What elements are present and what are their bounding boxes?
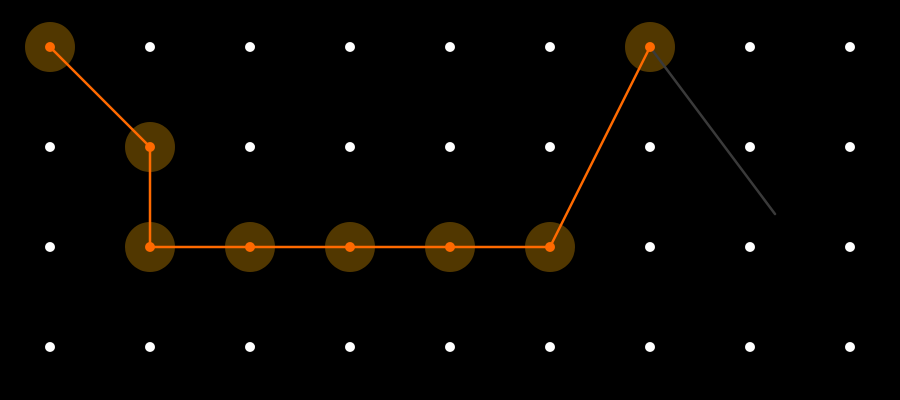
pattern-node-selected[interactable] <box>445 242 455 252</box>
pattern-node[interactable] <box>45 342 55 352</box>
pattern-node[interactable] <box>745 242 755 252</box>
pattern-node[interactable] <box>745 342 755 352</box>
pattern-node[interactable] <box>645 142 655 152</box>
pattern-node[interactable] <box>245 42 255 52</box>
pattern-node[interactable] <box>845 142 855 152</box>
pattern-node[interactable] <box>245 342 255 352</box>
pattern-node-dots[interactable] <box>45 42 855 352</box>
pattern-node[interactable] <box>145 42 155 52</box>
pattern-node[interactable] <box>45 142 55 152</box>
pattern-node[interactable] <box>445 342 455 352</box>
pattern-node[interactable] <box>445 42 455 52</box>
pattern-node-selected[interactable] <box>45 42 55 52</box>
pattern-node[interactable] <box>745 142 755 152</box>
drag-indicator <box>648 45 777 216</box>
pattern-node-selected[interactable] <box>545 242 555 252</box>
pattern-node-selected[interactable] <box>345 242 355 252</box>
pattern-node[interactable] <box>345 142 355 152</box>
pattern-node[interactable] <box>845 342 855 352</box>
pattern-node[interactable] <box>245 142 255 152</box>
pattern-node[interactable] <box>345 42 355 52</box>
pattern-node[interactable] <box>45 242 55 252</box>
pattern-node[interactable] <box>545 142 555 152</box>
pattern-node[interactable] <box>345 342 355 352</box>
pattern-node[interactable] <box>445 142 455 152</box>
pattern-node[interactable] <box>745 42 755 52</box>
pattern-path-lines <box>48 45 652 249</box>
pattern-node[interactable] <box>845 42 855 52</box>
pattern-node-selected[interactable] <box>145 142 155 152</box>
pattern-node[interactable] <box>545 42 555 52</box>
pattern-node-selected[interactable] <box>145 242 155 252</box>
pattern-node-selected[interactable] <box>245 242 255 252</box>
pattern-node[interactable] <box>845 242 855 252</box>
pattern-node[interactable] <box>545 342 555 352</box>
pattern-node[interactable] <box>645 342 655 352</box>
pattern-node[interactable] <box>645 242 655 252</box>
pattern-path-segment <box>48 45 152 149</box>
pattern-node[interactable] <box>145 342 155 352</box>
pattern-node-selected[interactable] <box>645 42 655 52</box>
pattern-path-segment <box>548 45 652 249</box>
drag-line <box>648 45 777 216</box>
